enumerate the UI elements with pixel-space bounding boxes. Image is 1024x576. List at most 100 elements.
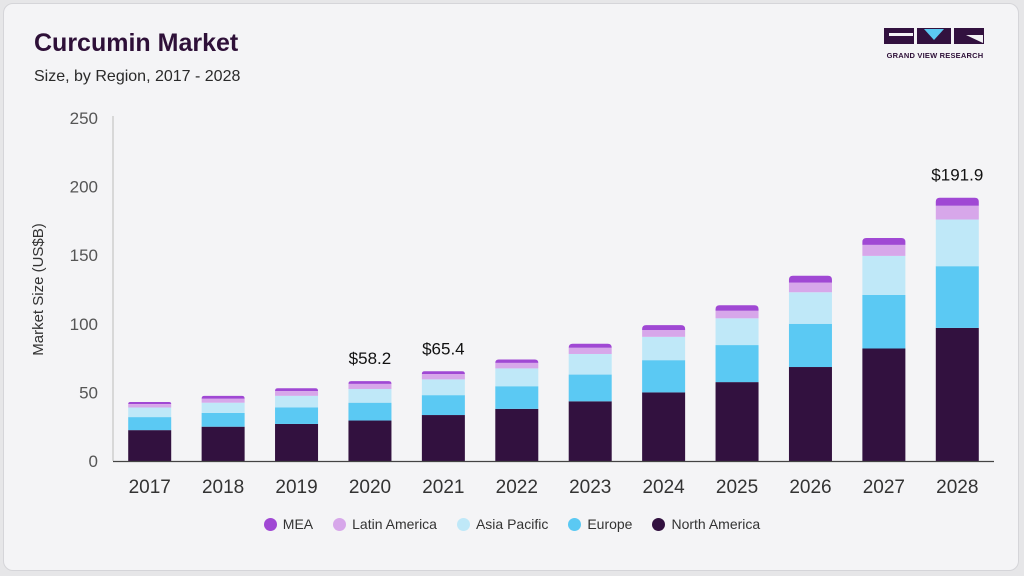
bar-segment-asia-pacific-2025 <box>715 318 759 346</box>
x-tick-label: 2026 <box>789 477 831 498</box>
y-tick-label: 150 <box>70 246 98 265</box>
bar-segment-latin-america-2025 <box>715 310 759 319</box>
bar-segment-asia-pacific-2018 <box>201 402 245 413</box>
bar-segment-mea-2020 <box>348 381 392 384</box>
x-tick-label: 2017 <box>129 477 171 498</box>
x-tick-label: 2023 <box>569 477 611 498</box>
bar-segment-north-america-2019 <box>275 423 319 461</box>
bar-segment-north-america-2026 <box>788 367 832 461</box>
logo-text: GRAND VIEW RESEARCH <box>886 51 984 60</box>
bar-segment-asia-pacific-2019 <box>275 395 319 408</box>
bar-segment-latin-america-2024 <box>642 329 686 337</box>
bar-segment-mea-2022 <box>495 359 539 363</box>
bar-segment-europe-2027 <box>862 294 906 349</box>
bar-segment-asia-pacific-2020 <box>348 388 392 403</box>
x-tick-label: 2025 <box>716 477 758 498</box>
bar-segment-north-america-2021 <box>421 415 465 461</box>
legend-label: Europe <box>587 516 633 532</box>
legend-swatch-icon <box>263 517 277 531</box>
bar-segment-asia-pacific-2017 <box>128 407 172 418</box>
bar-segment-mea-2024 <box>642 325 686 330</box>
y-tick-label: 200 <box>70 178 98 197</box>
legend-swatch-icon <box>333 517 347 531</box>
total-value-label: $191.9 <box>931 166 983 185</box>
chart-subtitle: Size, by Region, 2017 - 2028 <box>34 68 241 85</box>
bar-segment-north-america-2023 <box>568 401 612 461</box>
x-tick-label: 2018 <box>202 477 244 498</box>
bar-segment-latin-america-2026 <box>788 282 832 293</box>
bar-segment-asia-pacific-2023 <box>568 353 612 375</box>
y-tick-label: 0 <box>89 452 98 471</box>
bar-segment-mea-2021 <box>421 371 465 375</box>
legend-swatch-icon <box>652 517 666 531</box>
legend-swatch-icon <box>568 517 582 531</box>
bar-segment-mea-2026 <box>788 275 832 283</box>
bar-segment-north-america-2028 <box>935 327 979 461</box>
bar-segment-mea-2019 <box>275 388 319 392</box>
y-tick-label: 250 <box>70 109 98 128</box>
bar-segment-europe-2022 <box>495 386 539 409</box>
bar-segment-asia-pacific-2021 <box>421 379 465 396</box>
y-axis-label: Market Size (US$B) <box>30 223 47 356</box>
x-tick-label: 2020 <box>349 477 391 498</box>
legend-label: Latin America <box>352 516 437 532</box>
bar-segment-europe-2024 <box>642 360 686 393</box>
total-value-label: $65.4 <box>422 339 465 358</box>
legend-label: Asia Pacific <box>475 516 549 532</box>
bar-segment-latin-america-2021 <box>421 374 465 380</box>
x-tick-label: 2027 <box>863 477 905 498</box>
chart-title: Curcumin Market <box>34 29 239 57</box>
bar-segment-europe-2018 <box>201 412 245 427</box>
bar-segment-north-america-2018 <box>201 426 245 461</box>
bar-segment-north-america-2024 <box>642 392 686 461</box>
chart-card: Curcumin Market Size, by Region, 2017 - … <box>3 3 1019 571</box>
bar-segment-asia-pacific-2024 <box>642 336 686 361</box>
bar-segment-latin-america-2027 <box>862 244 906 256</box>
bar-segment-north-america-2025 <box>715 382 759 461</box>
y-tick-label: 100 <box>70 315 98 334</box>
bar-segment-europe-2021 <box>421 395 465 416</box>
legend-item: MEA <box>263 516 314 532</box>
bar-segment-europe-2019 <box>275 407 319 424</box>
bar-segment-latin-america-2028 <box>935 205 979 220</box>
bar-segment-asia-pacific-2028 <box>935 219 979 267</box>
bar-segment-mea-2017 <box>128 402 172 405</box>
legend-swatch-icon <box>456 517 470 531</box>
legend-item: Latin America <box>333 516 437 532</box>
bar-segment-north-america-2017 <box>128 430 172 461</box>
bar-segment-latin-america-2020 <box>348 383 392 389</box>
bar-segment-mea-2028 <box>935 197 979 206</box>
bar-segment-mea-2027 <box>862 238 906 245</box>
x-tick-label: 2024 <box>642 477 685 498</box>
bar-segment-mea-2018 <box>201 395 245 399</box>
bar-segment-north-america-2022 <box>495 408 539 461</box>
bar-segment-europe-2028 <box>935 266 979 328</box>
bar-segment-north-america-2027 <box>862 348 906 461</box>
bar-segment-europe-2026 <box>788 323 832 368</box>
legend-item: Asia Pacific <box>456 516 549 532</box>
bar-segment-latin-america-2019 <box>275 391 319 396</box>
legend-label: MEA <box>282 516 314 532</box>
bar-segment-asia-pacific-2026 <box>788 292 832 324</box>
bar-segment-europe-2025 <box>715 345 759 383</box>
legend-label: North America <box>671 516 761 532</box>
x-tick-label: 2019 <box>275 477 317 498</box>
bar-segment-latin-america-2017 <box>128 404 172 408</box>
bar-segment-latin-america-2023 <box>568 347 612 354</box>
y-tick-label: 50 <box>79 383 98 402</box>
x-tick-label: 2028 <box>936 477 978 498</box>
x-tick-label: 2021 <box>422 477 464 498</box>
bar-segment-europe-2017 <box>128 417 172 431</box>
bar-segment-latin-america-2022 <box>495 362 539 369</box>
bar-segment-europe-2023 <box>568 374 612 402</box>
bar-segment-asia-pacific-2027 <box>862 255 906 295</box>
bar-segment-mea-2023 <box>568 343 612 348</box>
x-tick-label: 2022 <box>496 477 538 498</box>
bar-segment-europe-2020 <box>348 402 392 421</box>
total-value-label: $58.2 <box>349 349 392 368</box>
legend-item: North America <box>652 516 760 532</box>
legend-item: Europe <box>568 516 632 532</box>
bar-segment-north-america-2020 <box>348 420 392 461</box>
bar-segment-asia-pacific-2022 <box>495 368 539 387</box>
